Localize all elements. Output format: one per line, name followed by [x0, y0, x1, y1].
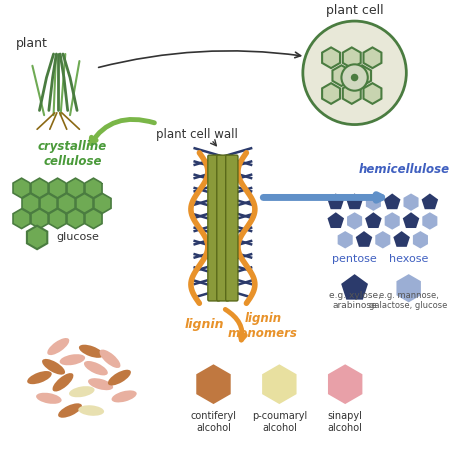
- Ellipse shape: [100, 350, 120, 368]
- Polygon shape: [49, 178, 66, 198]
- Polygon shape: [346, 193, 363, 209]
- Ellipse shape: [36, 393, 62, 404]
- Ellipse shape: [84, 361, 108, 375]
- Text: plant cell: plant cell: [326, 4, 383, 17]
- Polygon shape: [13, 178, 30, 198]
- Text: contiferyl
alcohol: contiferyl alcohol: [191, 411, 237, 433]
- Text: hexose: hexose: [389, 254, 428, 264]
- Polygon shape: [396, 274, 421, 302]
- Circle shape: [341, 64, 368, 91]
- Polygon shape: [40, 193, 57, 213]
- Polygon shape: [343, 47, 361, 68]
- Ellipse shape: [69, 386, 94, 397]
- Polygon shape: [364, 47, 382, 68]
- Ellipse shape: [111, 391, 137, 402]
- Polygon shape: [364, 83, 382, 104]
- Polygon shape: [94, 193, 111, 213]
- Ellipse shape: [88, 378, 113, 390]
- Polygon shape: [403, 212, 419, 228]
- FancyBboxPatch shape: [217, 155, 229, 301]
- Polygon shape: [330, 366, 361, 402]
- Text: crystalline
cellulose: crystalline cellulose: [38, 140, 107, 168]
- Polygon shape: [421, 193, 438, 209]
- FancyBboxPatch shape: [208, 155, 220, 301]
- Polygon shape: [356, 231, 372, 247]
- Ellipse shape: [58, 403, 82, 418]
- Text: plant: plant: [16, 37, 48, 50]
- Polygon shape: [198, 366, 229, 402]
- Polygon shape: [67, 209, 84, 228]
- Text: lignin: lignin: [184, 318, 224, 331]
- Polygon shape: [85, 178, 102, 198]
- Text: e.g. mannose,
galactose, glucose: e.g. mannose, galactose, glucose: [370, 291, 448, 310]
- FancyBboxPatch shape: [226, 155, 238, 301]
- Polygon shape: [322, 47, 340, 68]
- Polygon shape: [347, 212, 362, 230]
- Text: e.g. xylose,
arabinose: e.g. xylose, arabinose: [328, 291, 381, 310]
- Polygon shape: [366, 193, 381, 211]
- Polygon shape: [264, 366, 295, 402]
- Text: lignin
monomers: lignin monomers: [228, 312, 298, 340]
- Polygon shape: [375, 231, 391, 248]
- Polygon shape: [76, 193, 93, 213]
- Polygon shape: [13, 209, 30, 228]
- Polygon shape: [58, 193, 75, 213]
- Text: plant cell wall: plant cell wall: [156, 128, 238, 141]
- Polygon shape: [343, 83, 361, 104]
- Text: p-coumaryl
alcohol: p-coumaryl alcohol: [252, 411, 307, 433]
- Ellipse shape: [60, 354, 85, 365]
- Circle shape: [303, 21, 406, 125]
- Polygon shape: [403, 193, 419, 211]
- Polygon shape: [341, 274, 368, 300]
- Polygon shape: [322, 83, 340, 104]
- Ellipse shape: [108, 370, 131, 385]
- Polygon shape: [384, 193, 401, 209]
- Polygon shape: [49, 209, 66, 228]
- Polygon shape: [22, 193, 39, 213]
- Ellipse shape: [78, 405, 104, 416]
- Polygon shape: [27, 226, 47, 249]
- Ellipse shape: [53, 373, 73, 392]
- Polygon shape: [67, 178, 84, 198]
- Text: pentose: pentose: [332, 254, 377, 264]
- Text: glucose: glucose: [56, 232, 99, 242]
- Polygon shape: [393, 231, 410, 247]
- Polygon shape: [337, 231, 353, 248]
- Polygon shape: [328, 212, 344, 228]
- Circle shape: [351, 74, 358, 81]
- Polygon shape: [31, 178, 48, 198]
- Polygon shape: [332, 65, 350, 86]
- Polygon shape: [353, 65, 371, 86]
- Ellipse shape: [79, 345, 103, 358]
- Text: sinapyl
alcohol: sinapyl alcohol: [328, 411, 363, 433]
- Ellipse shape: [47, 338, 69, 355]
- Polygon shape: [31, 209, 48, 228]
- Text: hemicellulose: hemicellulose: [358, 163, 449, 176]
- Polygon shape: [365, 212, 382, 228]
- Ellipse shape: [27, 371, 52, 384]
- Polygon shape: [328, 193, 344, 209]
- Polygon shape: [85, 209, 102, 228]
- Polygon shape: [422, 212, 438, 230]
- Polygon shape: [413, 231, 428, 248]
- Polygon shape: [385, 212, 400, 230]
- Ellipse shape: [42, 359, 65, 374]
